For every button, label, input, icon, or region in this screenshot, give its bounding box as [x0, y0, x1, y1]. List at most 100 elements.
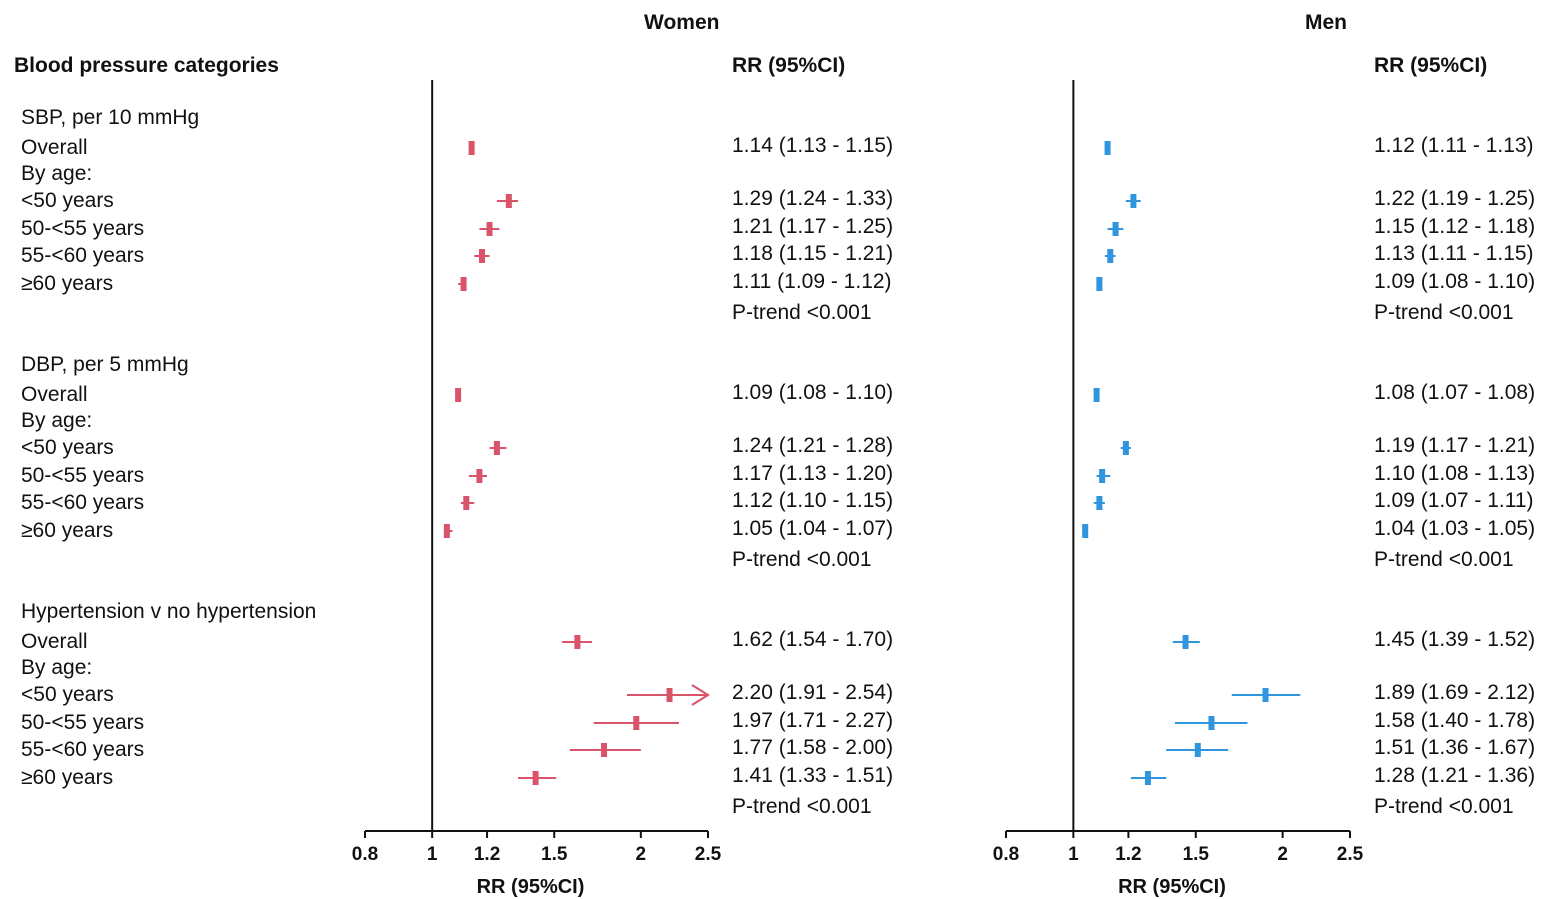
row-label: 55-<60 years	[21, 244, 145, 267]
row-label: SBP, per 10 mmHg	[21, 106, 200, 129]
rr-value: 1.62 (1.54 - 1.70)	[732, 628, 894, 651]
point-estimate	[633, 716, 640, 730]
p-trend: P-trend <0.001	[732, 301, 872, 324]
rr-value: 1.09 (1.08 - 1.10)	[1374, 270, 1536, 293]
point-estimate	[532, 771, 539, 785]
p-trend: P-trend <0.001	[1374, 795, 1514, 818]
row-label: 55-<60 years	[21, 491, 145, 514]
row-label: <50 years	[21, 683, 114, 706]
point-estimate	[1194, 743, 1201, 757]
rr-value: 1.97 (1.71 - 2.27)	[732, 709, 894, 732]
x-tick-label: 2	[636, 844, 647, 865]
x-tick-label: 2	[1277, 844, 1288, 865]
row-label: ≥60 years	[21, 766, 114, 789]
point-estimate	[601, 743, 608, 757]
x-tick-label: 0.8	[993, 844, 1019, 865]
x-tick-label: 2.5	[695, 844, 722, 865]
point-estimate	[1112, 222, 1119, 236]
x-tick-label: 0.8	[352, 844, 378, 865]
rr-value: 1.12 (1.10 - 1.15)	[732, 489, 894, 512]
point-estimate	[493, 441, 500, 455]
row-label: Hypertension v no hypertension	[21, 600, 317, 623]
row-label: By age:	[21, 409, 93, 432]
rr-value: 2.20 (1.91 - 2.54)	[732, 681, 894, 704]
row-label: 55-<60 years	[21, 738, 145, 761]
point-estimate	[455, 388, 462, 402]
point-estimate	[1093, 388, 1100, 402]
point-estimate	[1104, 141, 1111, 155]
panel-title-men: Men	[1305, 11, 1347, 34]
point-estimate	[486, 222, 493, 236]
row-label: 50-<55 years	[21, 711, 145, 734]
point-estimate	[460, 277, 467, 291]
x-tick-label: 1.2	[1115, 844, 1141, 865]
rr-value: 1.41 (1.33 - 1.51)	[732, 764, 894, 787]
rr-value: 1.05 (1.04 - 1.07)	[732, 517, 894, 540]
p-trend: P-trend <0.001	[732, 548, 872, 571]
point-estimate	[1099, 469, 1106, 483]
rr-value: 1.13 (1.11 - 1.15)	[1374, 242, 1534, 265]
x-tick-label: 2.5	[1337, 844, 1364, 865]
p-trend: P-trend <0.001	[1374, 548, 1514, 571]
rr-value: 1.12 (1.11 - 1.13)	[1374, 134, 1534, 157]
rr-value: 1.17 (1.13 - 1.20)	[732, 462, 894, 485]
row-label: By age:	[21, 656, 93, 679]
rr-value: 1.15 (1.12 - 1.18)	[1374, 215, 1536, 238]
rr-value: 1.21 (1.17 - 1.25)	[732, 215, 894, 238]
rr-value: 1.19 (1.17 - 1.21)	[1374, 434, 1536, 457]
row-label: By age:	[21, 162, 93, 185]
row-label: <50 years	[21, 189, 114, 212]
rr-value: 1.24 (1.21 - 1.28)	[732, 434, 894, 457]
x-tick-label: 1.5	[541, 844, 568, 865]
category-heading: Blood pressure categories	[14, 54, 279, 77]
point-estimate	[1262, 688, 1269, 702]
rr-value: 1.45 (1.39 - 1.52)	[1374, 628, 1536, 651]
row-label: 50-<55 years	[21, 217, 145, 240]
point-estimate	[1122, 441, 1129, 455]
ci-arrow	[691, 684, 710, 706]
point-estimate	[443, 524, 450, 538]
row-label: Overall	[21, 630, 88, 653]
row-label: Overall	[21, 383, 88, 406]
point-estimate	[1208, 716, 1215, 730]
point-estimate	[574, 635, 581, 649]
point-estimate	[463, 496, 470, 510]
rr-value: 1.77 (1.58 - 2.00)	[732, 736, 894, 759]
rr-value: 1.08 (1.07 - 1.08)	[1374, 381, 1536, 404]
x-tick-label: 1	[1068, 844, 1079, 865]
point-estimate	[1144, 771, 1151, 785]
x-axis-title: RR (95%CI)	[1118, 876, 1226, 898]
point-estimate	[505, 194, 512, 208]
point-estimate	[1182, 635, 1189, 649]
row-label: ≥60 years	[21, 272, 114, 295]
point-estimate	[1096, 277, 1103, 291]
rr-value: 1.10 (1.08 - 1.13)	[1374, 462, 1536, 485]
row-label: Overall	[21, 136, 88, 159]
row-label: <50 years	[21, 436, 114, 459]
row-label: 50-<55 years	[21, 464, 145, 487]
point-estimate	[1107, 249, 1114, 263]
rr-value: 1.11 (1.09 - 1.12)	[732, 270, 892, 293]
p-trend: P-trend <0.001	[1374, 301, 1514, 324]
point-estimate	[1096, 496, 1103, 510]
x-tick-label: 1.2	[474, 844, 500, 865]
row-label: ≥60 years	[21, 519, 114, 542]
rr-value: 1.58 (1.40 - 1.78)	[1374, 709, 1536, 732]
p-trend: P-trend <0.001	[732, 795, 872, 818]
rr-value: 1.51 (1.36 - 1.67)	[1374, 736, 1536, 759]
x-axis-title: RR (95%CI)	[477, 876, 585, 898]
panel-title-women: Women	[644, 11, 720, 34]
point-estimate	[476, 469, 483, 483]
rr-value: 1.14 (1.13 - 1.15)	[732, 134, 894, 157]
rr-value: 1.09 (1.08 - 1.10)	[732, 381, 894, 404]
rr-value: 1.28 (1.21 - 1.36)	[1374, 764, 1536, 787]
row-label: DBP, per 5 mmHg	[21, 353, 189, 376]
rr-value: 1.09 (1.07 - 1.11)	[1374, 489, 1534, 512]
rr-heading-men: RR (95%CI)	[1374, 54, 1488, 77]
rr-value: 1.18 (1.15 - 1.21)	[732, 242, 894, 265]
rr-value: 1.89 (1.69 - 2.12)	[1374, 681, 1536, 704]
point-estimate	[1082, 524, 1089, 538]
rr-value: 1.22 (1.19 - 1.25)	[1374, 187, 1536, 210]
point-estimate	[666, 688, 673, 702]
